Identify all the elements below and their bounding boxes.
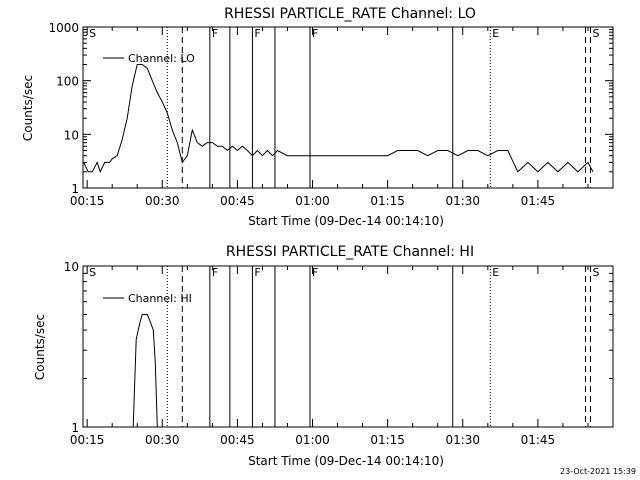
series-group (132, 314, 158, 428)
y-axis-label: Counts/sec (33, 314, 47, 380)
plot-frame (82, 26, 614, 189)
hi-channel-chart: RHESSI PARTICLE_RATE Channel: HI 1 10 00:… (33, 244, 614, 468)
y-axis-ticks: 1 10 100 1000 (48, 21, 613, 196)
lo-channel-chart: RHESSI PARTICLE_RATE Channel: LO 1101001… (21, 6, 614, 228)
marker-label: F (254, 27, 260, 40)
series-group (83, 64, 594, 174)
y-tick-label: 1 (71, 182, 79, 196)
marker-label: S (592, 266, 599, 279)
marker-label: E (492, 266, 499, 279)
x-tick-label: 01:15 (370, 194, 405, 208)
y-tick-label: 1 (71, 421, 79, 435)
marker-label: F (212, 266, 218, 279)
marker-label: E (492, 27, 499, 40)
x-tick-label: 01:45 (521, 433, 556, 447)
y-tick-label: 10 (64, 128, 79, 142)
legend: Channel: HI (103, 292, 192, 305)
x-tick-label: 01:15 (370, 433, 405, 447)
y-axis-label: Counts/sec (21, 75, 35, 141)
x-tick-label: 00:45 (220, 433, 255, 447)
marker-label: S (592, 27, 599, 40)
x-tick-label: 00:15 (70, 194, 105, 208)
x-tick-label: 01:45 (521, 194, 556, 208)
marker-label: F (254, 266, 260, 279)
series-line (132, 314, 158, 428)
marker-label: S (89, 266, 96, 279)
y-tick-label: 1000 (48, 21, 79, 35)
legend: Channel: LO (103, 52, 195, 65)
plot-frame (82, 265, 614, 428)
x-tick-label: 01:30 (445, 433, 480, 447)
x-axis-ticks: 00:15 00:30 00:45 01:00 01:15 01:30 01:45 (70, 266, 589, 447)
legend-label: Channel: HI (128, 292, 192, 305)
x-tick-label: 01:00 (295, 433, 330, 447)
y-tick-label: 10 (64, 260, 79, 274)
legend-label: Channel: LO (128, 52, 195, 65)
footer-timestamp: 23-Oct-2021 15:39 (560, 467, 636, 476)
x-tick-label: 00:30 (145, 194, 180, 208)
x-tick-label: 00:45 (220, 194, 255, 208)
x-tick-label: 01:30 (445, 194, 480, 208)
marker-label: F (312, 27, 318, 40)
x-axis-label: Start Time (09-Dec-14 00:14:10) (248, 454, 444, 468)
x-tick-label: 00:15 (70, 433, 105, 447)
series-line (83, 64, 594, 174)
x-tick-label: 01:00 (295, 194, 330, 208)
y-axis-ticks: 1 10 (64, 260, 613, 435)
chart-title: RHESSI PARTICLE_RATE Channel: HI (226, 244, 474, 260)
x-axis-label: Start Time (09-Dec-14 00:14:10) (248, 214, 444, 228)
marker-label: F (312, 266, 318, 279)
x-axis-ticks: 00:15 00:30 00:45 01:00 01:15 01:30 01:45 (70, 27, 589, 208)
marker-label: F (212, 27, 218, 40)
marker-label: S (89, 27, 96, 40)
x-tick-label: 00:30 (145, 433, 180, 447)
y-tick-label: 100 (56, 75, 79, 89)
chart-title: RHESSI PARTICLE_RATE Channel: LO (224, 6, 476, 22)
